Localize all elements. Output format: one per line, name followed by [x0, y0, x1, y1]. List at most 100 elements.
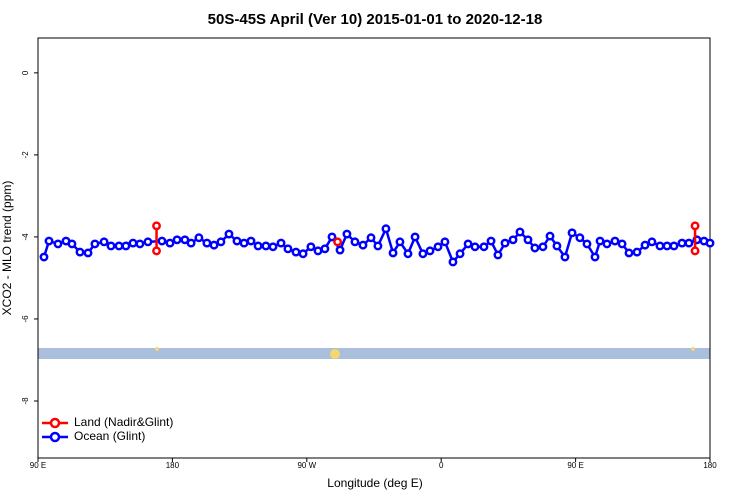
- data-point: [106, 241, 116, 251]
- data-point: [560, 252, 570, 262]
- data-point: [567, 228, 577, 238]
- x-tick-label: 90 E: [30, 461, 46, 470]
- data-point: [530, 243, 540, 253]
- y-axis-label: XCO2 - MLO trend (ppm): [0, 181, 14, 316]
- data-point: [388, 248, 398, 258]
- data-point: [624, 248, 634, 258]
- data-point: [425, 246, 435, 256]
- data-point: [39, 252, 49, 262]
- data-point: [186, 238, 196, 248]
- y-tick-label: -8: [21, 397, 30, 405]
- plot-frame: [37, 37, 711, 459]
- data-point: [216, 237, 226, 247]
- data-point: [705, 238, 715, 248]
- data-point: [508, 235, 518, 245]
- data-point: [470, 242, 480, 252]
- legend-label: Land (Nadir&Glint): [74, 415, 173, 429]
- data-point: [669, 241, 679, 251]
- legend-label: Ocean (Glint): [74, 429, 145, 443]
- data-point: [358, 240, 368, 250]
- data-point: [327, 232, 337, 242]
- data-point: [53, 239, 63, 249]
- data-point: [320, 244, 330, 254]
- data-point: [157, 236, 167, 246]
- data-point: [268, 242, 278, 252]
- x-tick-label: 90 W: [297, 461, 316, 470]
- data-point: [128, 238, 138, 248]
- data-point: [261, 241, 271, 251]
- data-point: [677, 238, 687, 248]
- legend: Land (Nadir&Glint)Ocean (Glint): [42, 415, 173, 443]
- data-point: [690, 246, 700, 256]
- data-point: [418, 249, 428, 259]
- coverage-band: [38, 348, 710, 359]
- y-tick-label: 0: [21, 70, 30, 75]
- data-point: [224, 229, 234, 239]
- data-point: [479, 242, 489, 252]
- data-point: [298, 249, 308, 259]
- data-point: [209, 240, 219, 250]
- data-point: [640, 240, 650, 250]
- data-point: [114, 241, 124, 251]
- data-point: [90, 239, 100, 249]
- y-tick-label: -6: [21, 315, 30, 323]
- data-point: [463, 239, 473, 249]
- x-tick-label: 180: [166, 461, 180, 470]
- data-point: [602, 239, 612, 249]
- data-point: [538, 242, 548, 252]
- data-point: [67, 239, 77, 249]
- data-point: [44, 236, 54, 246]
- data-point: [655, 241, 665, 251]
- data-point: [523, 235, 533, 245]
- data-point: [381, 224, 391, 234]
- x-tick-label: 180: [703, 461, 717, 470]
- data-point: [291, 247, 301, 257]
- data-point: [493, 250, 503, 260]
- data-point: [143, 237, 153, 247]
- coverage-spot: [155, 347, 159, 351]
- data-point: [194, 233, 204, 243]
- data-point: [433, 242, 443, 252]
- data-point: [647, 237, 657, 247]
- data-point: [246, 236, 256, 246]
- data-point: [202, 238, 212, 248]
- data-point: [366, 233, 376, 243]
- data-point: [152, 221, 161, 231]
- data-point: [440, 237, 450, 247]
- data-point: [350, 237, 360, 247]
- data-point: [575, 233, 585, 243]
- chart-title: 50S-45S April (Ver 10) 2015-01-01 to 202…: [208, 11, 543, 28]
- data-point: [662, 241, 672, 251]
- data-point: [333, 237, 343, 247]
- data-point: [610, 236, 620, 246]
- data-point: [448, 257, 458, 267]
- data-point: [342, 229, 352, 239]
- data-point: [306, 242, 316, 252]
- legend-marker: [49, 431, 61, 443]
- data-point: [617, 239, 627, 249]
- x-tick-label: 0: [439, 461, 444, 470]
- data-point: [165, 238, 175, 248]
- x-tick-label: 90 E: [567, 461, 583, 470]
- data-point: [283, 244, 293, 254]
- data-point: [500, 238, 510, 248]
- y-tick-label: -2: [21, 151, 30, 159]
- data-point: [335, 245, 345, 255]
- data-point: [410, 232, 420, 242]
- data-point: [403, 249, 413, 259]
- data-point: [83, 248, 93, 258]
- data-point: [545, 231, 555, 241]
- data-point: [486, 236, 496, 246]
- data-point: [121, 241, 131, 251]
- data-point: [135, 239, 145, 249]
- data-point: [232, 236, 242, 246]
- data-point: [313, 246, 323, 256]
- data-point: [373, 241, 383, 251]
- coverage-spot: [330, 349, 340, 359]
- data-point: [253, 241, 263, 251]
- data-point: [455, 249, 465, 259]
- data-point: [515, 227, 525, 237]
- data-point: [684, 238, 694, 248]
- data-point: [152, 246, 161, 256]
- data-point: [590, 252, 600, 262]
